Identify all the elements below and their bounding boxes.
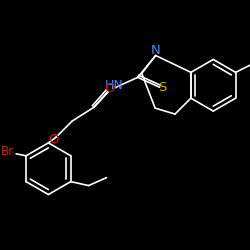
Text: O: O bbox=[48, 134, 58, 146]
Text: O: O bbox=[105, 82, 115, 95]
Text: S: S bbox=[158, 81, 167, 94]
Text: HN: HN bbox=[104, 79, 123, 92]
Text: N: N bbox=[151, 44, 160, 57]
Text: Br: Br bbox=[0, 145, 14, 158]
